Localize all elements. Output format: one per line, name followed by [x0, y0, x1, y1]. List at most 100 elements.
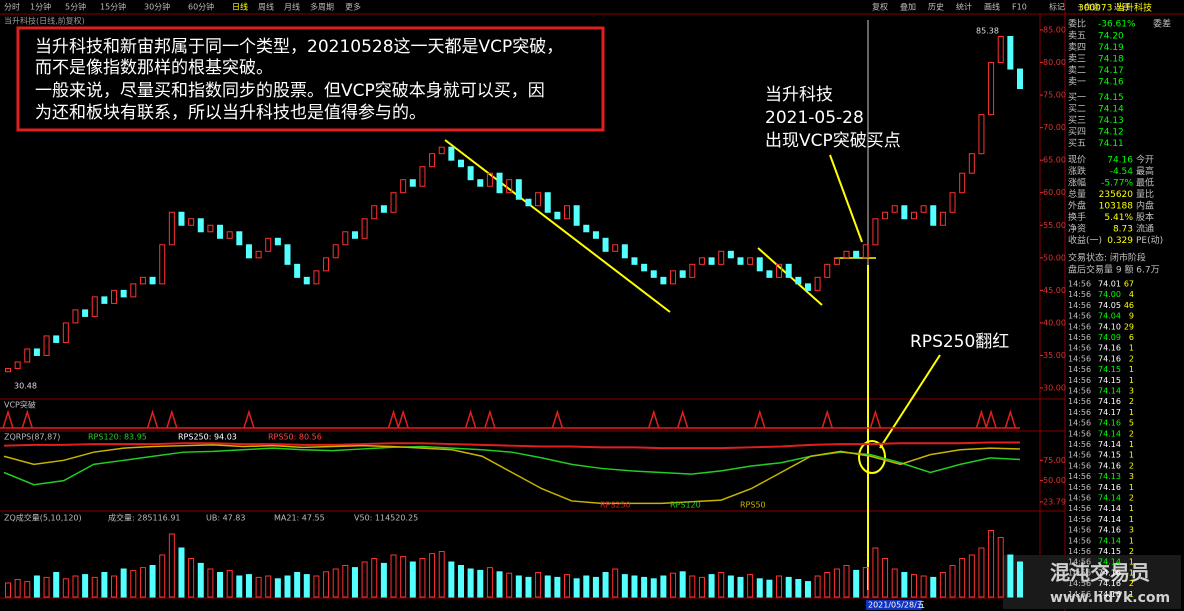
candle [756, 257, 763, 272]
vcp-signal [1004, 409, 1017, 429]
toolbar-item[interactable]: 叠加 [900, 2, 916, 12]
tick-vol: 1 [1129, 590, 1134, 599]
vcp-signal [166, 409, 178, 429]
volume-bar [342, 565, 349, 598]
toolbar-item[interactable]: +自选 [1077, 2, 1100, 12]
toolbar-item[interactable]: 日线 [232, 2, 248, 12]
toolbar-item[interactable]: 60分钟 [188, 2, 214, 12]
book-label: 买二 [1068, 104, 1086, 115]
tick-vol: 1 [1129, 483, 1134, 492]
candle [130, 283, 137, 298]
candle [612, 244, 619, 252]
stat-value: 0.329 [1107, 236, 1133, 246]
volume-bar [323, 571, 330, 598]
candle [226, 231, 233, 239]
toolbar-item[interactable]: 周线 [258, 2, 274, 12]
toolbar-item[interactable]: 返回 [1114, 3, 1130, 12]
volume-bar [14, 579, 21, 598]
stat-value: -4.54 [1110, 167, 1134, 177]
candle [1017, 68, 1023, 90]
volume-bar [351, 567, 358, 598]
volume-bar [621, 574, 628, 598]
toolbar-item[interactable]: 月线 [284, 2, 300, 12]
toolbar-item[interactable]: 15分钟 [100, 2, 126, 12]
candle [139, 276, 146, 285]
volume-bar [997, 537, 1004, 598]
tick-price: 74.14 [1098, 536, 1121, 545]
tick-price: 74.15 [1098, 376, 1121, 385]
tick-price: 74.17 [1098, 408, 1121, 417]
toolbar-item[interactable]: 分时 [4, 2, 20, 12]
vcp-signal [21, 409, 33, 429]
rps-line [3, 441, 1020, 450]
candle [380, 205, 387, 213]
candle [43, 335, 50, 356]
candle [323, 257, 330, 272]
candle [217, 224, 224, 239]
tick-price: 74.14 [1098, 387, 1121, 396]
volume-bar [631, 575, 638, 598]
candle [573, 205, 580, 226]
candle [631, 257, 638, 265]
tick-price: 74.16 [1098, 579, 1121, 588]
stat-label: 现价 [1068, 155, 1086, 166]
y-tick-label: 45.00 [1043, 286, 1066, 295]
stat-label: 量比 [1136, 188, 1154, 200]
toolbar-item[interactable]: 1分钟 [30, 2, 51, 12]
indicator-label: MA21: 47.55 [274, 514, 325, 523]
volume-bar [303, 574, 310, 598]
volume-bar [380, 562, 387, 598]
volume-bar [573, 578, 580, 598]
vcp-signal [243, 409, 255, 429]
tick-time: 14:56 [1068, 472, 1091, 481]
toolbar-item[interactable]: 更多 [345, 2, 361, 12]
candle [824, 263, 831, 278]
volume-bar [978, 547, 985, 598]
tick-time: 14:56 [1068, 322, 1091, 331]
candle [72, 309, 79, 324]
tick-vol: 4 [1129, 290, 1134, 299]
toolbar-item[interactable]: 复权 [872, 2, 888, 12]
candle [24, 348, 31, 363]
toolbar-item[interactable]: 30分钟 [144, 2, 170, 12]
candle [785, 263, 792, 278]
volume-bar [496, 571, 503, 598]
y-tick-label: 50.00 [1043, 476, 1066, 485]
candle [477, 179, 484, 187]
candle [978, 114, 985, 155]
book-price: 74.18 [1098, 55, 1124, 65]
label: 委比 [1068, 18, 1086, 30]
candle [91, 296, 98, 317]
tick-vol: 6 [1129, 333, 1134, 342]
toolbar-item[interactable]: F10 [1012, 3, 1027, 12]
tick-vol: 1 [1129, 365, 1134, 374]
candle [679, 270, 686, 278]
toolbar-item[interactable]: 历史 [928, 2, 944, 12]
value: -36.61% [1098, 20, 1136, 30]
tick-price: 74.04 [1098, 312, 1121, 321]
book-label: 卖一 [1068, 77, 1086, 88]
toolbar-item[interactable]: 统计 [956, 2, 972, 12]
toolbar-item[interactable]: 标记 [1049, 2, 1065, 12]
book-price: 74.19 [1098, 43, 1124, 53]
tick-price: 74.16 [1098, 483, 1121, 492]
volume-bar [139, 567, 146, 598]
vcp-signal [387, 409, 400, 429]
candle [303, 276, 310, 285]
tick-vol: 67 [1124, 280, 1134, 289]
stat-value: 8.73 [1113, 225, 1133, 235]
toolbar-item[interactable]: 多周期 [310, 2, 334, 12]
candle [14, 361, 21, 369]
volume-bar [910, 574, 917, 598]
candle [564, 205, 571, 220]
volume-bar [448, 561, 455, 598]
candle [708, 257, 715, 265]
tick-price: 74.16 [1098, 590, 1121, 599]
toolbar-item[interactable]: 5分钟 [65, 2, 86, 12]
low-label: 30.48 [14, 382, 37, 391]
stat-label: 最低 [1136, 177, 1154, 189]
tick-time: 14:56 [1068, 494, 1091, 503]
volume-bar [891, 568, 898, 598]
toolbar-item[interactable]: 画线 [984, 2, 1000, 12]
